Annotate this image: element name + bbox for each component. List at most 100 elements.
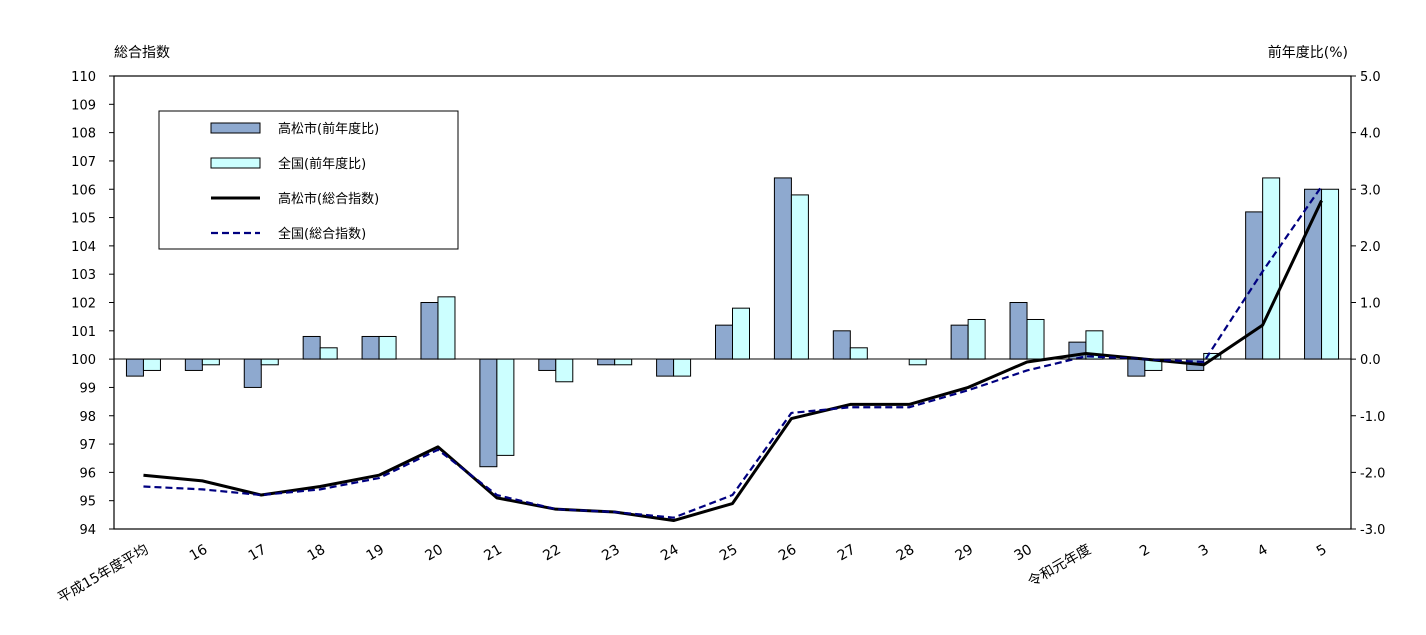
bar-0-8: [597, 358, 616, 366]
left-axis: 94 95 96 97 98 99 100 101 102 103 104 105 106 107 108 1…: [71, 70, 114, 538]
left-axis-title: 総合指数: [114, 45, 170, 61]
bar-1-5: [437, 296, 456, 360]
legend-label-1: 全国(前年度比): [278, 156, 366, 172]
left-tick-label-1: 95: [79, 495, 96, 510]
bar-1-15: [1026, 318, 1045, 360]
x-tick-label-18: 3: [1196, 542, 1212, 560]
bar-1-12: [849, 347, 868, 360]
bar-1-9: [673, 358, 692, 377]
left-tick-label-12: 106: [71, 183, 96, 198]
x-tick-label-8: 23: [599, 542, 622, 565]
left-tick-label-15: 109: [71, 98, 96, 113]
x-axis: 平成15年度平均 16 17 18 19 20 21 22 23 24 25 26 27 28 29 30令和…: [55, 542, 1329, 607]
right-axis: -3.0 -2.0 -1.0 0.0 1.0 2.0 3.0 4.0 5.0: [1351, 70, 1385, 538]
x-tick-label-1: 16: [187, 542, 211, 565]
bar-1-6: [496, 358, 515, 456]
bar-0-1: [184, 358, 203, 371]
right-tick-label-1: -2.0: [1360, 466, 1385, 481]
right-tick-label-5: 2.0: [1360, 240, 1381, 255]
bars-layer: [125, 177, 1340, 468]
bar-1-0: [142, 358, 161, 371]
x-tick-label-4: 19: [364, 542, 387, 565]
bar-1-4: [378, 335, 397, 360]
bar-0-15: [1009, 302, 1028, 360]
line-series-1: [143, 185, 1323, 519]
x-tick-label-3: 18: [305, 542, 328, 565]
left-tick-label-7: 101: [71, 325, 96, 340]
lines-layer: [143, 185, 1323, 523]
bar-1-3: [319, 347, 338, 360]
bar-1-8: [614, 358, 633, 366]
right-tick-label-8: 5.0: [1360, 70, 1381, 85]
legend-label-2: 高松市(総合指数): [278, 191, 379, 207]
bar-0-4: [361, 335, 380, 360]
left-tick-label-0: 94: [79, 523, 96, 538]
bar-1-10: [732, 307, 750, 360]
left-tick-label-11: 105: [71, 212, 96, 227]
bar-0-10: [715, 324, 733, 360]
x-tick-label-2: 17: [246, 542, 269, 565]
left-tick-label-4: 98: [79, 410, 96, 425]
left-tick-label-14: 108: [71, 127, 96, 142]
left-tick-label-9: 103: [71, 268, 96, 283]
bar-0-20: [1304, 188, 1323, 360]
bar-0-12: [832, 330, 851, 360]
bar-1-19: [1262, 177, 1281, 360]
legend-label-3: 全国(総合指数): [278, 226, 366, 242]
bar-0-5: [420, 302, 439, 360]
left-tick-label-10: 104: [71, 240, 96, 255]
x-tick-label-6: 21: [481, 542, 504, 565]
bar-1-1: [201, 358, 220, 366]
bar-0-11: [773, 177, 792, 360]
x-tick-label-20: 5: [1314, 542, 1330, 560]
left-tick-label-2: 96: [79, 466, 96, 481]
x-tick-label-5: 20: [423, 542, 446, 565]
right-tick-label-4: 1.0: [1360, 297, 1381, 312]
left-tick-label-13: 107: [71, 155, 96, 170]
legend-swatch-1: [210, 157, 261, 169]
right-tick-label-3: 0.0: [1360, 353, 1381, 368]
right-axis-title: 前年度比(%): [1268, 44, 1348, 61]
bar-0-2: [243, 358, 262, 388]
x-tick-label-7: 22: [540, 542, 563, 565]
legend: 高松市(前年度比) 全国(前年度比) 高松市(総合指数) 全国(総合指数): [158, 110, 459, 250]
left-tick-label-16: 110: [71, 70, 96, 85]
bar-1-2: [260, 358, 279, 366]
bar-0-9: [656, 358, 675, 377]
x-tick-label-11: 26: [776, 542, 800, 565]
bar-0-19: [1245, 211, 1264, 360]
bar-1-20: [1321, 188, 1340, 360]
x-tick-label-14: 29: [953, 542, 976, 565]
bar-1-14: [967, 318, 986, 360]
left-tick-label-5: 99: [79, 381, 96, 396]
bar-1-13: [908, 358, 927, 366]
legend-box: [158, 110, 459, 250]
legend-label-0: 高松市(前年度比): [278, 121, 379, 137]
x-tick-label-13: 28: [894, 542, 917, 565]
right-tick-label-2: -1.0: [1360, 410, 1385, 425]
left-tick-label-6: 100: [71, 353, 96, 368]
bar-0-0: [125, 358, 144, 377]
left-tick-label-3: 97: [79, 438, 96, 453]
x-tick-label-10: 25: [717, 542, 740, 565]
x-tick-label-12: 27: [835, 542, 858, 565]
legend-swatch-0: [210, 122, 261, 134]
x-tick-label-9: 24: [658, 542, 682, 565]
bar-0-17: [1127, 358, 1146, 377]
bar-1-7: [555, 358, 574, 383]
x-tick-label-19: 4: [1255, 542, 1271, 560]
x-tick-label-15: 30: [1012, 542, 1035, 565]
bar-1-11: [790, 194, 809, 360]
bar-0-3: [302, 335, 321, 360]
right-tick-label-6: 3.0: [1360, 183, 1381, 198]
left-tick-label-8: 102: [71, 297, 96, 312]
right-tick-label-0: -3.0: [1360, 523, 1385, 538]
bar-0-7: [538, 358, 557, 371]
x-tick-label-17: 2: [1137, 542, 1153, 560]
bar-0-14: [950, 324, 969, 360]
x-tick-label-16: 令和元年度: [1025, 542, 1094, 591]
right-tick-label-7: 4.0: [1360, 127, 1381, 142]
bar-0-6: [479, 358, 498, 468]
x-tick-label-0: 平成15年度平均: [55, 542, 151, 607]
